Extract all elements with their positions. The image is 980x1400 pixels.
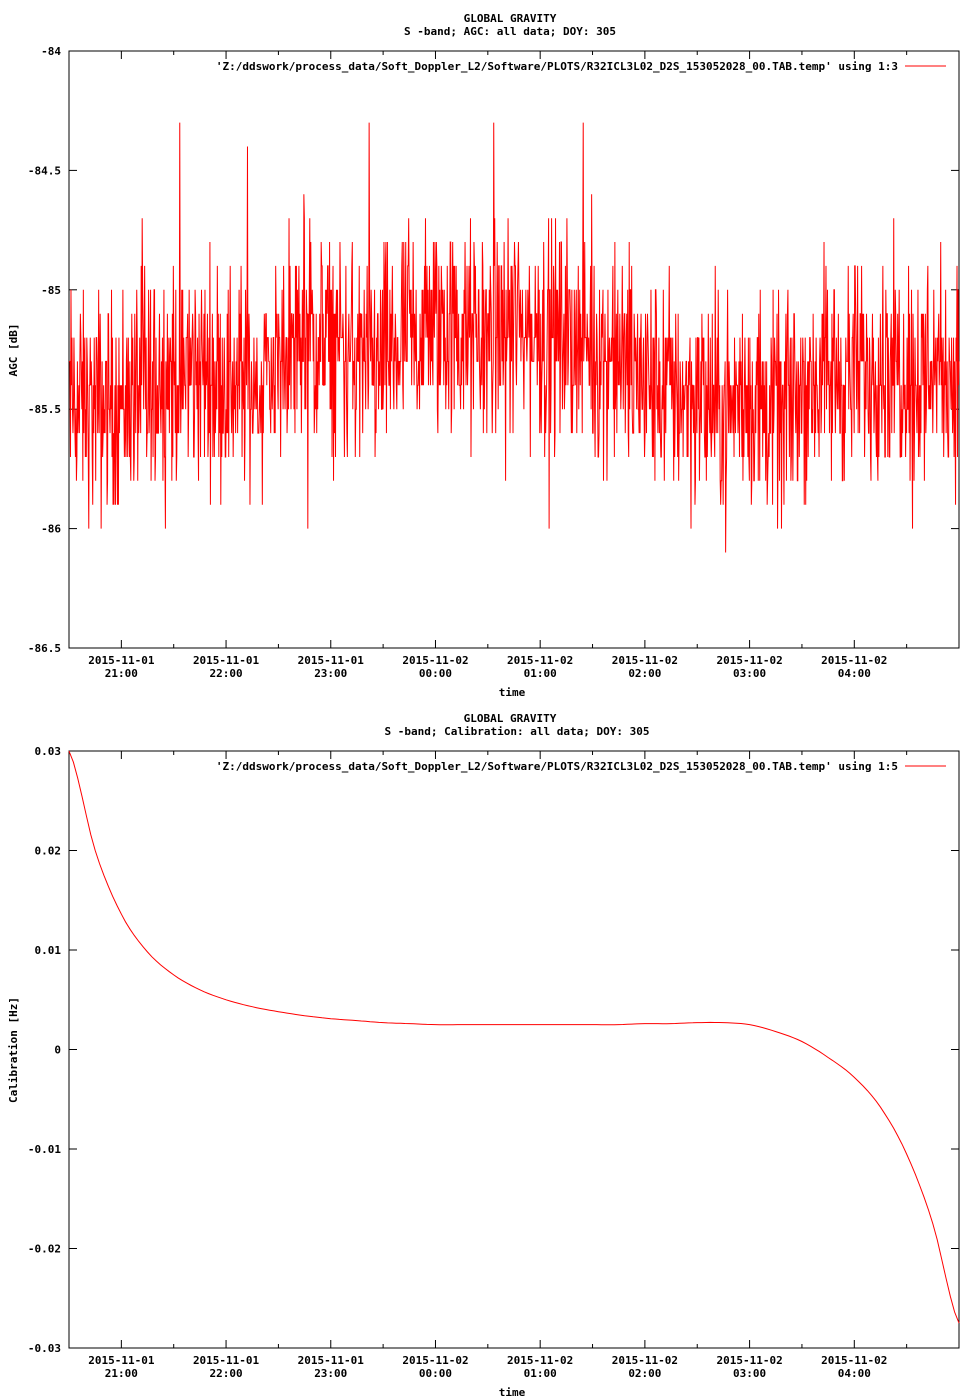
- calibration-chart: GLOBAL GRAVITY S -band; Calibration: all…: [7, 712, 960, 1399]
- agc-x-tick-time: 04:00: [838, 667, 871, 680]
- calibration-series-line: [68, 750, 960, 1324]
- calibration-x-tick-time: 23:00: [314, 1367, 347, 1380]
- calibration-x-tick-time: 01:00: [524, 1367, 557, 1380]
- agc-y-axis-label: AGC [dB]: [7, 324, 20, 377]
- calibration-x-tick-date: 2015-11-02: [402, 1354, 468, 1367]
- calibration-x-tick-date: 2015-11-02: [716, 1354, 782, 1367]
- agc-y-tick-label: -85: [41, 284, 61, 297]
- calibration-x-axis: 2015-11-0121:002015-11-0122:002015-11-01…: [68, 751, 960, 1380]
- agc-x-tick-date: 2015-11-01: [298, 654, 365, 667]
- agc-y-tick-label: -85.5: [28, 403, 61, 416]
- calibration-y-tick-label: 0.01: [35, 944, 62, 957]
- calibration-y-tick-label: 0.03: [35, 745, 62, 758]
- calibration-x-tick-date: 2015-11-01: [298, 1354, 365, 1367]
- calibration-x-axis-label: time: [499, 1386, 526, 1399]
- calibration-x-tick-date: 2015-11-01: [88, 1354, 155, 1367]
- agc-x-tick-time: 21:00: [105, 667, 138, 680]
- agc-x-tick-date: 2015-11-02: [402, 654, 468, 667]
- calibration-legend-label: 'Z:/ddswork/process_data/Soft_Doppler_L2…: [216, 760, 898, 773]
- agc-y-tick-label: -86: [41, 523, 61, 536]
- calibration-x-tick-time: 21:00: [105, 1367, 138, 1380]
- agc-chart-subtitle: S -band; AGC: all data; DOY: 305: [404, 25, 616, 38]
- agc-x-tick-date: 2015-11-02: [612, 654, 678, 667]
- calibration-x-tick-time: 00:00: [419, 1367, 452, 1380]
- agc-x-tick-time: 01:00: [524, 667, 557, 680]
- calibration-plot-frame: [68, 750, 960, 1349]
- calibration-x-tick-date: 2015-11-01: [193, 1354, 260, 1367]
- agc-x-tick-time: 00:00: [419, 667, 452, 680]
- agc-chart: GLOBAL GRAVITY S -band; AGC: all data; D…: [7, 12, 960, 699]
- calibration-x-tick-time: 03:00: [733, 1367, 766, 1380]
- calibration-x-tick-time: 02:00: [628, 1367, 661, 1380]
- agc-x-tick-time: 03:00: [733, 667, 766, 680]
- calibration-y-tick-label: -0.03: [28, 1342, 61, 1355]
- agc-x-tick-date: 2015-11-02: [821, 654, 887, 667]
- calibration-x-tick-time: 04:00: [838, 1367, 871, 1380]
- agc-series-line: [69, 122, 960, 553]
- calibration-y-axis-label: Calibration [Hz]: [7, 997, 20, 1103]
- agc-series-group: [69, 122, 960, 553]
- calibration-y-tick-label: -0.02: [28, 1243, 61, 1256]
- agc-x-tick-time: 23:00: [314, 667, 347, 680]
- calibration-y-axis: 0.03 0.02 0.01 0 -0.01 -0.02 -0.03: [28, 745, 959, 1355]
- agc-x-axis-label: time: [499, 686, 526, 699]
- agc-x-tick-time: 22:00: [209, 667, 242, 680]
- agc-x-axis: 2015-11-0121:002015-11-0122:002015-11-01…: [68, 51, 960, 680]
- calibration-y-tick-label: -0.01: [28, 1143, 61, 1156]
- agc-y-tick-label: -86.5: [28, 642, 61, 655]
- agc-x-tick-date: 2015-11-02: [507, 654, 573, 667]
- agc-y-tick-label: -84: [41, 45, 61, 58]
- agc-plot-frame: [68, 50, 960, 649]
- agc-chart-title: GLOBAL GRAVITY: [464, 12, 557, 25]
- calibration-series-group: [68, 750, 960, 1324]
- calibration-y-tick-label: 0.02: [35, 845, 62, 858]
- calibration-chart-title: GLOBAL GRAVITY: [464, 712, 557, 725]
- calibration-x-tick-time: 22:00: [209, 1367, 242, 1380]
- calibration-y-tick-label: 0: [54, 1044, 61, 1057]
- calibration-x-tick-date: 2015-11-02: [821, 1354, 887, 1367]
- agc-x-tick-time: 02:00: [628, 667, 661, 680]
- agc-y-tick-label: -84.5: [28, 164, 61, 177]
- calibration-chart-subtitle: S -band; Calibration: all data; DOY: 305: [385, 725, 650, 738]
- agc-legend-label: 'Z:/ddswork/process_data/Soft_Doppler_L2…: [216, 60, 898, 73]
- agc-y-axis: -84 -84.5 -85 -85.5 -86 -86.5: [28, 45, 959, 655]
- agc-x-tick-date: 2015-11-01: [88, 654, 155, 667]
- agc-x-tick-date: 2015-11-02: [716, 654, 782, 667]
- calibration-x-tick-date: 2015-11-02: [612, 1354, 678, 1367]
- calibration-x-tick-date: 2015-11-02: [507, 1354, 573, 1367]
- agc-x-tick-date: 2015-11-01: [193, 654, 260, 667]
